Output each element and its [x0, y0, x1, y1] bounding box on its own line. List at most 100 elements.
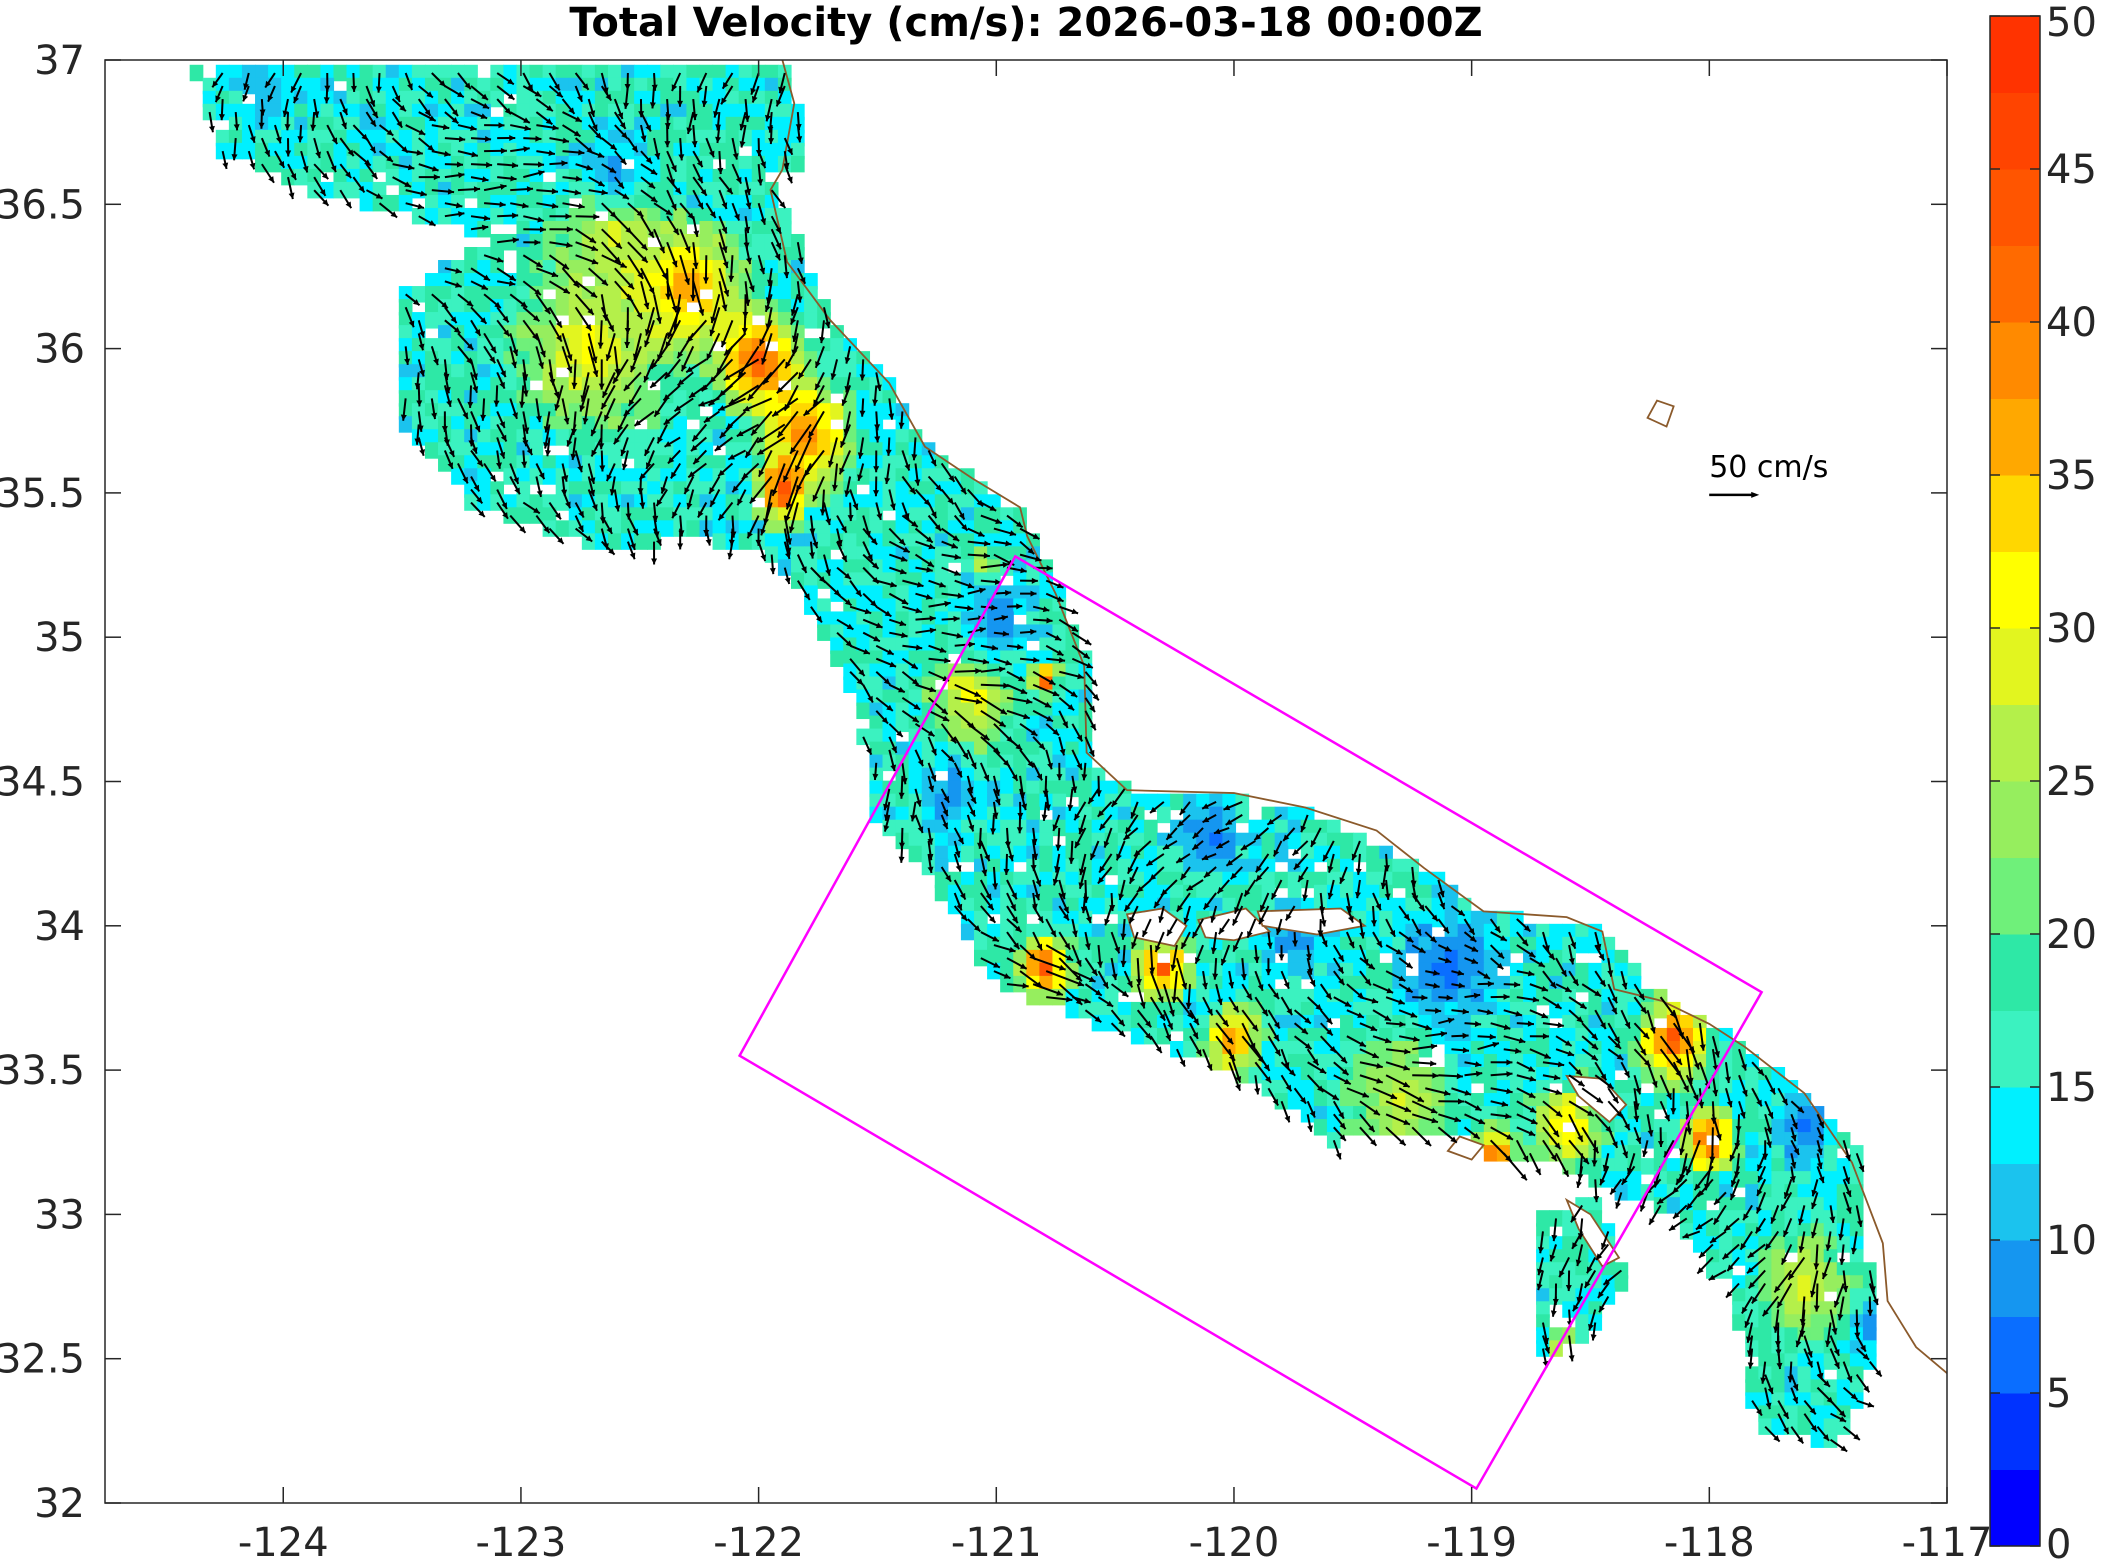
velocity-cell [947, 481, 962, 498]
velocity-cell [660, 64, 674, 82]
velocity-cell [987, 754, 1001, 772]
velocity-cell [1287, 871, 1302, 889]
velocity-cell [882, 663, 897, 680]
velocity-cell [1549, 936, 1563, 954]
velocity-cell [1810, 1314, 1825, 1331]
velocity-cell [921, 806, 936, 824]
velocity-cell [385, 142, 400, 160]
velocity-cell [516, 468, 531, 485]
velocity-cell [869, 507, 884, 524]
velocity-cell [1771, 1145, 1786, 1162]
velocity-cell [385, 168, 400, 186]
velocity-cell [987, 897, 1001, 915]
velocity-arrow-head [582, 83, 589, 90]
velocity-cell [1771, 1184, 1786, 1201]
velocity-cell [751, 220, 766, 238]
velocity-cell [1758, 1353, 1773, 1370]
velocity-cell [1588, 1301, 1603, 1318]
velocity-cell [725, 220, 740, 238]
velocity-cell [1418, 1119, 1433, 1136]
velocity-cell [738, 351, 753, 368]
velocity-cell [751, 103, 766, 121]
velocity-cell [1287, 949, 1302, 967]
velocity-cell [764, 520, 779, 537]
velocity-cell [438, 273, 452, 290]
velocity-cell [1653, 1053, 1668, 1071]
velocity-cell [1575, 975, 1590, 993]
velocity-cell [1640, 1093, 1655, 1110]
velocity-cell [503, 364, 518, 381]
velocity-cell [1065, 897, 1080, 915]
velocity-cell [1849, 1379, 1864, 1396]
velocity-cell [764, 533, 779, 550]
velocity-cell [1784, 1197, 1799, 1214]
velocity-cell [869, 676, 884, 693]
velocity-cell [1588, 1119, 1603, 1136]
velocity-cell [1248, 845, 1263, 863]
velocity-cell [1575, 962, 1590, 980]
velocity-cell [202, 90, 217, 108]
velocity-cell [529, 364, 544, 381]
velocity-arrow-head [778, 86, 785, 94]
velocity-cell [1810, 1392, 1825, 1409]
velocity-cell [660, 351, 674, 368]
velocity-cell [1862, 1314, 1877, 1331]
velocity-cell [960, 897, 975, 915]
velocity-cell [1130, 1027, 1145, 1045]
velocity-cell [1170, 858, 1184, 876]
velocity-cell [1692, 1197, 1707, 1214]
velocity-cell [1562, 1093, 1576, 1110]
velocity-cell [516, 103, 531, 121]
velocity-cell [1771, 1366, 1786, 1383]
velocity-cell [817, 455, 831, 472]
velocity-cell [647, 416, 661, 433]
velocity-cell [320, 129, 335, 147]
velocity-cell [974, 806, 988, 824]
velocity-cell [1209, 1040, 1223, 1058]
velocity-cell [503, 416, 518, 433]
velocity-cell [1562, 1106, 1576, 1123]
velocity-cell [503, 299, 518, 316]
velocity-cell [1392, 1040, 1406, 1058]
velocity-cell [1065, 884, 1080, 902]
velocity-cell [1143, 858, 1158, 876]
velocity-cell [647, 260, 661, 277]
velocity-cell [490, 403, 505, 420]
velocity-cell [1470, 910, 1485, 928]
velocity-cell [1549, 962, 1563, 980]
velocity-cell [477, 442, 491, 459]
velocity-cell [1588, 975, 1603, 993]
velocity-cell [1719, 1210, 1733, 1227]
velocity-cell [869, 546, 884, 563]
velocity-cell [908, 624, 923, 641]
velocity-cell [516, 64, 531, 82]
velocity-cell [398, 64, 413, 82]
velocity-cell [947, 793, 962, 811]
velocity-arrow-head [507, 78, 514, 85]
velocity-cell [1039, 858, 1054, 876]
velocity-cell [1274, 1080, 1289, 1097]
velocity-cell [268, 77, 282, 95]
velocity-cell [1575, 923, 1590, 941]
velocity-cell [974, 715, 988, 733]
velocity-cell [1719, 1119, 1733, 1136]
velocity-cell [1392, 1014, 1406, 1032]
velocity-cell [634, 455, 648, 472]
velocity-cell [424, 377, 439, 394]
velocity-cell [1235, 871, 1250, 889]
velocity-cell [1065, 871, 1080, 889]
velocity-cell [594, 103, 609, 121]
velocity-cell [882, 559, 897, 576]
velocity-cell [1366, 936, 1380, 954]
velocity-cell [1274, 819, 1289, 837]
velocity-cell [843, 364, 857, 381]
velocity-cell [594, 468, 609, 485]
velocity-cell [346, 129, 361, 147]
velocity-cell [1771, 1119, 1786, 1136]
velocity-cell [804, 377, 818, 394]
velocity-cell [1732, 1197, 1746, 1214]
velocity-cell [241, 142, 256, 160]
velocity-cell [1719, 1145, 1733, 1162]
velocity-cell [516, 507, 531, 524]
